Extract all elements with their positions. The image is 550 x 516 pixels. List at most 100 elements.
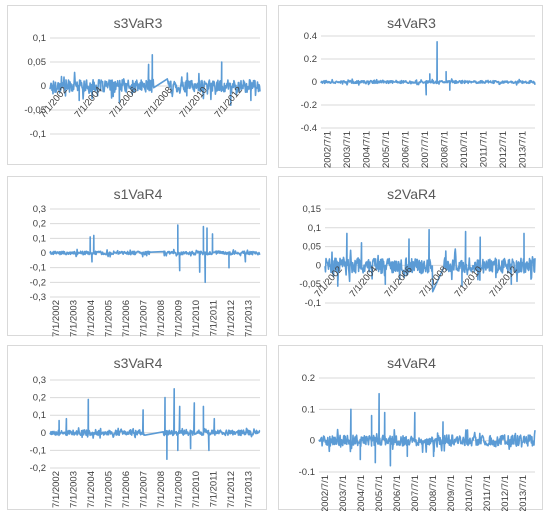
x-tick-label: 2008/7/1: [439, 131, 450, 168]
x-tick-label: 7/1/2012: [226, 300, 237, 337]
x-tick-label: 7/1/2007: [138, 471, 149, 508]
y-tick-label: -0,1: [305, 298, 321, 309]
x-tick-label: 2002/7/1: [323, 131, 334, 168]
y-tick-label: -0,1: [30, 129, 46, 140]
y-tick-label: 0.4: [304, 31, 317, 42]
x-tick-label: 2007/7/1: [410, 475, 421, 511]
x-tick-label: 7/1/2010: [191, 471, 202, 508]
y-tick-label: 0,1: [33, 33, 46, 44]
chart-title: s1VaR4: [114, 186, 163, 202]
y-tick-label: -0,1: [30, 445, 46, 456]
y-tick-label: -0,2: [30, 277, 46, 288]
x-tick-label: 2005/7/1: [374, 475, 385, 511]
chart-title: s2VaR4: [387, 186, 436, 202]
x-tick-label: 7/1/2010: [191, 300, 202, 337]
y-tick-label: 0,3: [33, 375, 46, 386]
x-tick-label: 2011/7/1: [478, 131, 489, 167]
y-tick-label: 0.2: [302, 373, 315, 384]
x-tick-label: 2012/7/1: [500, 475, 511, 511]
x-tick-label: 2011/7/1: [482, 475, 493, 511]
y-tick-label: 0,05: [303, 242, 322, 253]
x-tick-label: 2004/7/1: [356, 475, 367, 511]
y-tick-label: 0,1: [33, 410, 46, 421]
x-tick-label: 7/1/2006: [121, 471, 132, 508]
chart-svg: s4VaR4 0.2 0.1 0 -0.1 2002/7/1 2003/7/1 2004/7/…: [299, 355, 536, 511]
x-tick-label: 2009/7/1: [446, 475, 457, 511]
series-line: [49, 224, 261, 284]
x-tick-label: 7/1/2004: [86, 471, 97, 508]
y-tick-label: -0.1: [299, 467, 315, 478]
chart-svg: s4VaR3 0.4 0.2 0 -0.2 -0.4 2002/7/1 2003/7/1 200…: [301, 15, 536, 168]
x-tick-label: 2006/7/1: [392, 475, 403, 511]
chart-panel-s4var3: s4VaR3 0.4 0.2 0 -0.2 -0.4 2002/7/1 2003/7/1 200…: [278, 5, 543, 168]
y-tick-label: 0.1: [302, 404, 315, 415]
y-tick-label: 0,3: [33, 204, 46, 215]
x-tick-label: 7/1/2005: [103, 471, 114, 508]
x-tick-label: 2013/7/1: [518, 475, 529, 511]
x-tick-label: 2010/7/1: [459, 131, 470, 168]
y-tick-label: 0.2: [304, 54, 317, 65]
series-line: [324, 228, 536, 293]
x-tick-label: 7/1/2003: [68, 300, 79, 337]
y-tick-label: -0,3: [30, 292, 46, 303]
series-line: [320, 41, 536, 96]
chart-title: s3VaR3: [114, 15, 163, 31]
x-tick-label: 7/1/2005: [103, 300, 114, 337]
series-line: [49, 388, 261, 460]
chart-svg: s1VaR4 0,3 0,2 0,1 0 -0,1 -0,2 -0,3 7/1/2002 7/1/…: [30, 186, 261, 337]
y-tick-label: 0,05: [28, 57, 47, 68]
y-tick-label: -0,05: [24, 105, 46, 116]
x-tick-label: 7/1/2009: [173, 471, 184, 508]
chart-panel-s3var3: s3VaR3 0,1 0,05 0 -0,05 -0,1 7/1/2002 7/1/2004 7…: [7, 5, 267, 165]
x-tick-label: 7/1/2002: [51, 300, 62, 337]
y-tick-label: -0,2: [30, 463, 46, 474]
y-tick-label: 0,1: [33, 233, 46, 244]
chart-panel-s2var4: s2VaR4 0,15 0,1 0,05 0 -0,05 -0,1 7/1/2002 7/1/2…: [278, 176, 543, 336]
x-tick-label: 2003/7/1: [338, 475, 349, 511]
x-tick-label: 2007/7/1: [420, 131, 431, 168]
x-tick-label: 7/1/2004: [86, 300, 97, 337]
x-tick-label: 2002/7/1: [320, 475, 331, 511]
x-tick-label: 7/1/2008: [156, 300, 167, 337]
y-tick-label: 0: [316, 260, 321, 271]
y-tick-label: 0: [310, 436, 315, 447]
x-tick-label: 2013/7/1: [517, 131, 528, 168]
chart-panel-s4var4: s4VaR4 0.2 0.1 0 -0.1 2002/7/1 2003/7/1 2004/7/…: [278, 345, 543, 511]
y-tick-label: -0.4: [301, 123, 317, 134]
x-tick-label: 7/1/2011: [208, 471, 219, 507]
y-tick-label: -0,1: [30, 263, 46, 274]
x-tick-label: 7/1/2008: [156, 471, 167, 508]
y-tick-label: -0.2: [301, 100, 317, 111]
x-tick-label: 7/1/2011: [208, 300, 219, 336]
x-tick-label: 7/1/2003: [68, 471, 79, 508]
x-tick-label: 7/1/2012: [226, 471, 237, 508]
x-tick-label: 7/1/2009: [173, 300, 184, 337]
chart-title: s4VaR3: [387, 15, 436, 31]
x-tick-label: 2012/7/1: [498, 131, 509, 168]
x-tick-label: 2004/7/1: [362, 131, 373, 168]
chart-title: s4VaR4: [387, 355, 436, 371]
x-tick-label: 2010/7/1: [464, 475, 475, 511]
y-tick-label: 0: [41, 81, 46, 92]
x-tick-label: 2003/7/1: [342, 131, 353, 168]
x-tick-label: 2005/7/1: [381, 131, 392, 168]
x-tick-label: 7/1/2006: [121, 300, 132, 337]
x-tick-label: 7/1/2013: [243, 300, 254, 337]
x-tick-label: 7/1/2002: [51, 471, 62, 508]
chart-title: s3VaR4: [114, 355, 163, 371]
series-line: [49, 54, 261, 106]
y-tick-label: 0: [41, 248, 46, 259]
y-tick-label: 0: [41, 428, 46, 439]
y-tick-label: 0,2: [33, 219, 46, 230]
y-tick-label: -0,05: [299, 279, 321, 290]
chart-panel-s3var4: s3VaR4 0,3 0,2 0,1 0 -0,1 -0,2 7/1/2002 7/1/2003…: [7, 345, 267, 510]
x-tick-label: 7/1/2013: [243, 471, 254, 508]
x-tick-label: 2006/7/1: [401, 131, 412, 168]
x-tick-label: 7/1/2007: [138, 300, 149, 337]
x-tick-label: 2008/7/1: [428, 475, 439, 511]
chart-panel-s1var4: s1VaR4 0,3 0,2 0,1 0 -0,1 -0,2 -0,3 7/1/2002 7/1/…: [7, 176, 267, 337]
x-tick-label: 7/1/2008: [143, 85, 175, 120]
series-line: [318, 392, 536, 467]
